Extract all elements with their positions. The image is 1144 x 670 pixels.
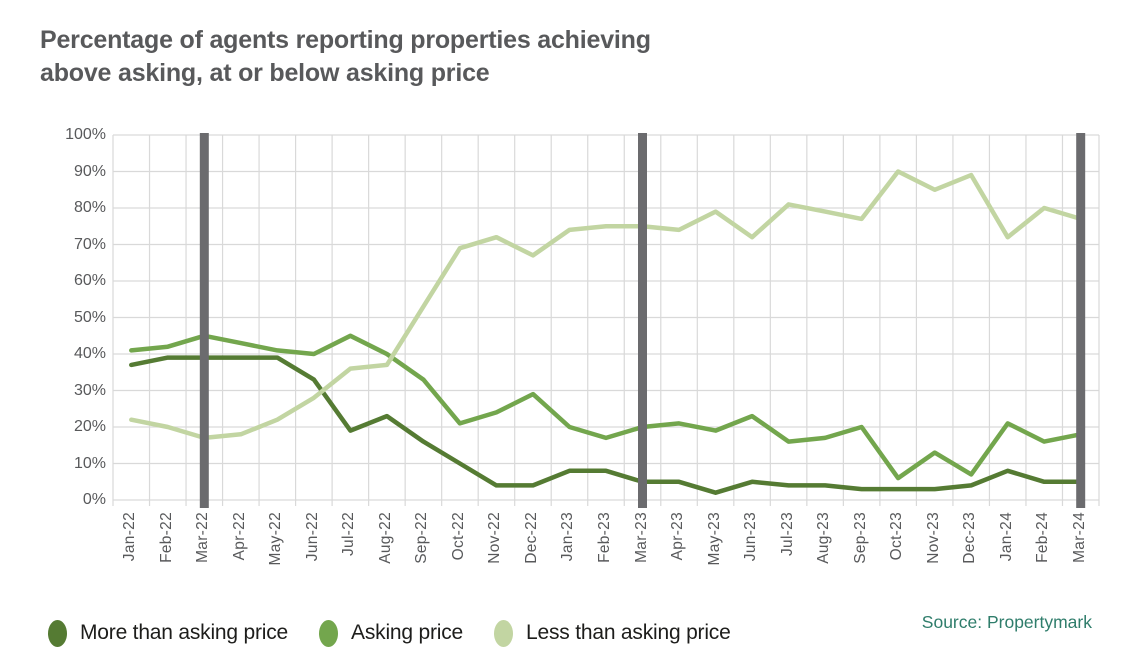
x-tick-label-feb-22: Feb-22 bbox=[157, 512, 175, 563]
y-tick-label-90%: 90% bbox=[73, 162, 106, 180]
chart-title-line-2: above asking, at or below asking price bbox=[40, 59, 490, 87]
x-tick-label-jul-23: Jul-23 bbox=[778, 512, 796, 557]
chart-title: Percentage of agents reporting propertie… bbox=[40, 24, 651, 90]
y-tick-label-70%: 70% bbox=[73, 235, 106, 253]
line-chart bbox=[112, 133, 1100, 508]
highlight-bar-mar-24 bbox=[1076, 133, 1086, 508]
x-tick-label-jun-23: Jun-23 bbox=[742, 512, 760, 562]
legend-item-more-than-asking-price: More than asking price bbox=[48, 619, 289, 647]
y-tick-label-20%: 20% bbox=[73, 418, 106, 435]
legend-swatch-less-than-asking-price-icon bbox=[494, 619, 514, 647]
x-tick-label-jun-22: Jun-22 bbox=[303, 512, 321, 562]
x-tick-label-mar-24: Mar-24 bbox=[1070, 512, 1088, 563]
legend-swatch-asking-price-icon bbox=[319, 619, 339, 647]
legend-label: More than asking price bbox=[80, 621, 289, 644]
series-line-asking-price bbox=[129, 333, 1083, 481]
x-tick-label-feb-23: Feb-23 bbox=[596, 512, 613, 563]
x-tick-label-dec-22: Dec-22 bbox=[522, 512, 540, 564]
x-tick-label-jan-24: Jan-24 bbox=[997, 512, 1015, 562]
y-tick-label-80%: 80% bbox=[73, 199, 106, 216]
x-tick-label-oct-22: Oct-22 bbox=[449, 512, 467, 561]
x-tick-label-nov-23: Nov-23 bbox=[924, 512, 942, 564]
y-tick-label-30%: 30% bbox=[73, 381, 106, 399]
source-note: Source: Propertymark bbox=[921, 612, 1092, 632]
x-tick-label-aug-22: Aug-22 bbox=[376, 512, 394, 564]
x-tick-label-apr-22: Apr-22 bbox=[230, 512, 248, 561]
x-tick-label-feb-24: Feb-24 bbox=[1034, 512, 1052, 563]
x-tick-label-mar-22: Mar-22 bbox=[194, 512, 212, 563]
x-tick-label-mar-23: Mar-23 bbox=[632, 512, 650, 563]
highlight-bar-mar-23 bbox=[638, 133, 647, 508]
y-tick-label-50%: 50% bbox=[73, 308, 106, 326]
y-tick-label-10%: 10% bbox=[73, 454, 106, 472]
chart-legend: More than asking price Asking price Less… bbox=[48, 616, 762, 650]
x-tick-label-jan-22: Jan-22 bbox=[121, 512, 139, 562]
series-line-more-than-asking-price bbox=[129, 355, 1083, 495]
x-tick-label-oct-23: Oct-23 bbox=[888, 512, 906, 561]
legend-item-asking-price: Asking price bbox=[319, 619, 464, 647]
x-tick-label-may-23: May-23 bbox=[705, 512, 723, 566]
legend-label: Less than asking price bbox=[526, 621, 731, 644]
x-tick-label-sep-23: Sep-23 bbox=[851, 512, 869, 564]
x-tick-label-jul-22: Jul-22 bbox=[340, 512, 358, 557]
x-tick-label-sep-22: Sep-22 bbox=[413, 512, 431, 564]
x-tick-label-nov-22: Nov-22 bbox=[486, 512, 504, 564]
y-tick-label-60%: 60% bbox=[73, 272, 106, 289]
y-tick-label-40%: 40% bbox=[73, 345, 106, 362]
legend-item-less-than-asking-price: Less than asking price bbox=[494, 619, 731, 647]
x-tick-label-dec-23: Dec-23 bbox=[961, 512, 979, 564]
y-tick-label-0%: 0% bbox=[82, 491, 106, 508]
x-tick-label-may-22: May-22 bbox=[267, 512, 285, 566]
y-tick-label-100%: 100% bbox=[65, 126, 106, 143]
legend-swatch-more-than-asking-price-icon bbox=[48, 619, 67, 647]
legend-label: Asking price bbox=[351, 621, 464, 644]
series-line-less-than-asking-price bbox=[129, 169, 1083, 441]
highlight-bar-mar-22 bbox=[199, 133, 209, 508]
x-tick-label-jan-23: Jan-23 bbox=[559, 512, 577, 562]
x-tick-label-aug-23: Aug-23 bbox=[815, 512, 833, 564]
x-tick-label-apr-23: Apr-23 bbox=[669, 512, 687, 561]
chart-title-line-1: Percentage of agents reporting propertie… bbox=[40, 26, 651, 54]
